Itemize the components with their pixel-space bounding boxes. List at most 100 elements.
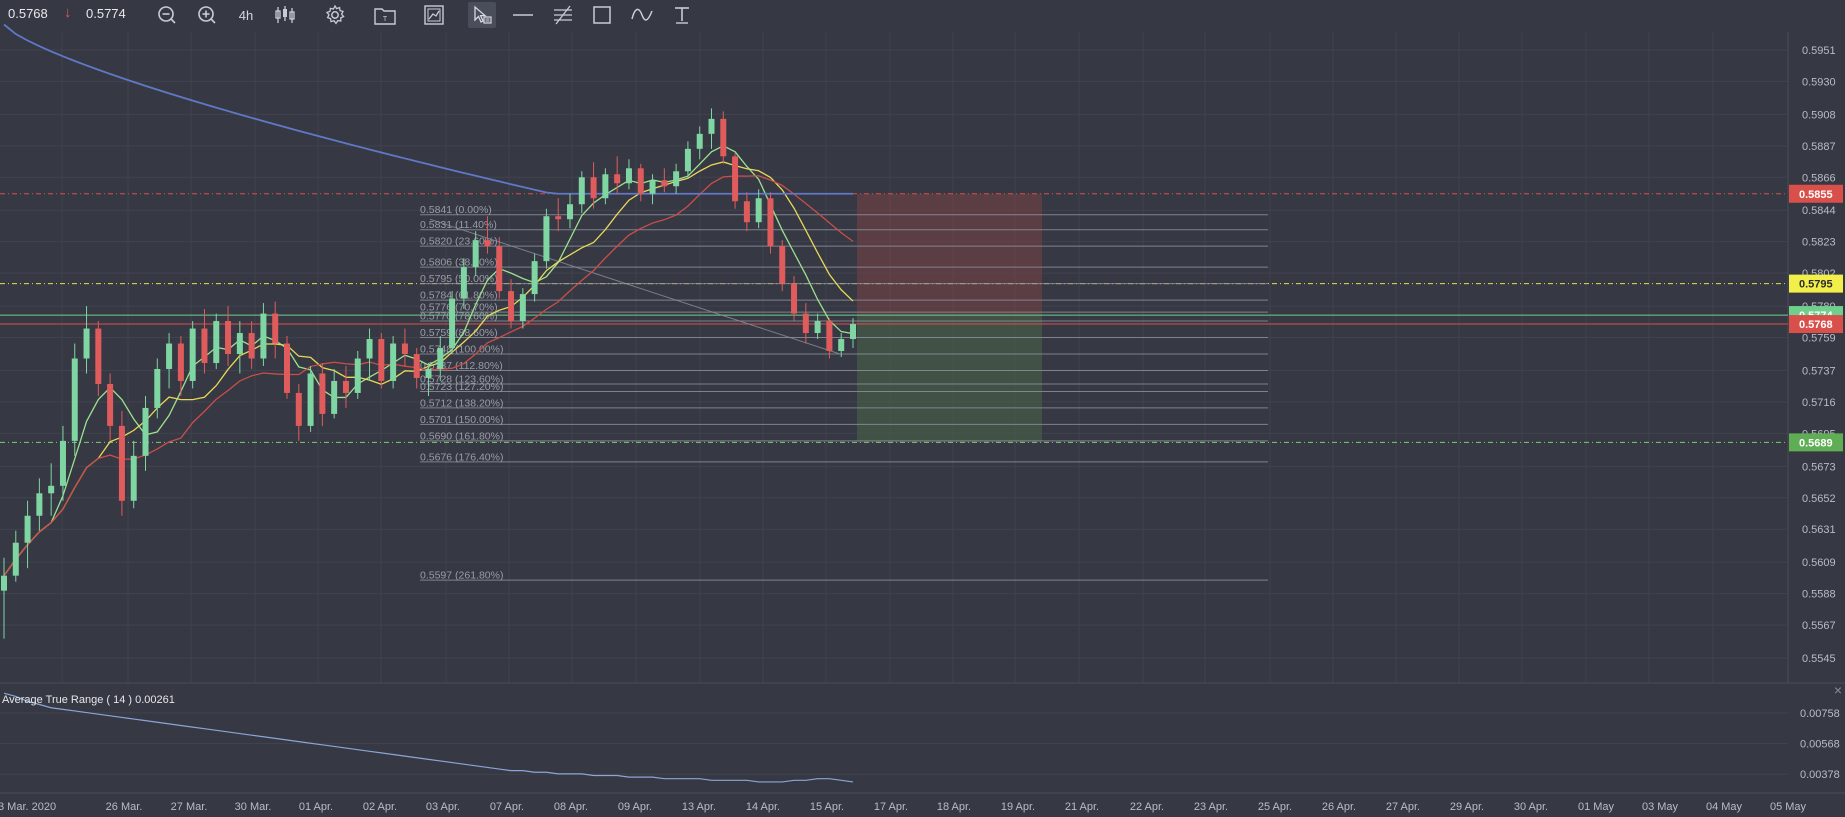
price-tag-bid bbox=[1789, 315, 1843, 334]
candle-body bbox=[567, 204, 573, 220]
candle-body bbox=[460, 267, 467, 299]
indicator-icon bbox=[631, 8, 653, 21]
candlesticks bbox=[1, 108, 856, 639]
time-tick-label: 27 Apr. bbox=[1386, 801, 1420, 813]
candle-body bbox=[791, 283, 798, 314]
trend-channel-button[interactable] bbox=[549, 2, 577, 28]
zoom-in-button[interactable] bbox=[193, 2, 221, 28]
fib-level-label: 0.5701 (150.00%) bbox=[420, 414, 503, 426]
price-tag-label-mid_level: 0.5795 bbox=[1799, 279, 1833, 291]
candle-body bbox=[59, 440, 66, 486]
candle-body bbox=[342, 380, 349, 393]
candle-body bbox=[236, 333, 243, 355]
time-axis: 23 Mar. 2020 26 Mar. 27 Mar. 30 Mar. 01 Apr.… bbox=[0, 801, 1807, 813]
time-tick-label: 01 Apr. bbox=[299, 801, 333, 813]
candle-body bbox=[732, 156, 739, 202]
time-tick-label: 14 Apr. bbox=[746, 801, 780, 813]
time-tick-label: 01 May bbox=[1578, 801, 1615, 813]
price-tick-label: 0.5737 bbox=[1802, 365, 1836, 377]
candle-body bbox=[602, 174, 609, 199]
horizontal-line-icon bbox=[513, 14, 533, 16]
candle-body bbox=[779, 246, 786, 284]
time-tick-label: 23 Mar. 2020 bbox=[0, 801, 56, 813]
candle-body bbox=[826, 321, 833, 352]
price-tick-label: 0.5951 bbox=[1802, 45, 1836, 57]
rectangle-icon bbox=[593, 6, 611, 24]
fib-level-label: 0.5759 (88.60%) bbox=[420, 327, 498, 339]
candle-body bbox=[484, 240, 491, 247]
timeframe-button[interactable]: 4h bbox=[232, 2, 260, 28]
price-tick-label: 0.5673 bbox=[1802, 461, 1836, 473]
zoom-out-button[interactable] bbox=[153, 2, 181, 28]
candle-body bbox=[614, 174, 621, 184]
fib-level-label: 0.5831 (11.40%) bbox=[420, 219, 497, 231]
candle-body bbox=[767, 198, 774, 247]
stop-loss-zone bbox=[857, 193, 1042, 316]
candle-body bbox=[107, 383, 114, 426]
bid-price: 0.5768 bbox=[8, 6, 48, 21]
candle-body bbox=[496, 246, 503, 292]
price-tick-label: 0.5823 bbox=[1802, 237, 1836, 249]
indicator-button[interactable] bbox=[628, 2, 656, 28]
price-tick-label: 0.5588 bbox=[1802, 589, 1836, 601]
template-button[interactable]: T bbox=[371, 2, 399, 28]
time-tick-label: 03 Apr. bbox=[426, 801, 460, 813]
rectangle-button[interactable] bbox=[588, 2, 616, 28]
candle-body bbox=[319, 373, 326, 414]
horizontal-line-button[interactable] bbox=[509, 2, 537, 28]
take-profit-zone bbox=[857, 315, 1042, 443]
fib-level-label: 0.5723 (127.20%) bbox=[420, 381, 503, 393]
price-tag-label-bid: 0.5768 bbox=[1799, 319, 1833, 331]
atr-indicator-label: Average True Range ( 14 ) 0.00261 bbox=[2, 694, 175, 706]
candle-body bbox=[260, 313, 267, 359]
time-tick-label: 03 May bbox=[1642, 801, 1679, 813]
candle-body bbox=[378, 339, 385, 381]
close-panel-icon[interactable]: × bbox=[1834, 682, 1842, 698]
cursor-button[interactable] bbox=[468, 2, 496, 28]
fib-level-label: 0.5841 (0.00%) bbox=[420, 204, 492, 216]
settings-button[interactable] bbox=[321, 2, 349, 28]
candle-body bbox=[720, 118, 727, 157]
candle-body bbox=[814, 321, 821, 334]
candle-body bbox=[508, 291, 515, 322]
price-tick-label: 0.5930 bbox=[1802, 76, 1836, 88]
price-tick-label: 0.5567 bbox=[1802, 620, 1836, 632]
candle-body bbox=[307, 373, 314, 426]
svg-text:T: T bbox=[383, 16, 388, 23]
candle-body bbox=[1, 575, 7, 591]
cursor-icon bbox=[474, 5, 492, 24]
candle-body bbox=[850, 324, 856, 340]
snapshot-icon bbox=[424, 5, 444, 25]
time-tick-label: 25 Apr. bbox=[1258, 801, 1292, 813]
candle-body bbox=[673, 171, 680, 187]
candle-body bbox=[95, 328, 102, 384]
price-tick-label: 0.5887 bbox=[1802, 141, 1836, 153]
candle-body bbox=[390, 343, 397, 381]
time-tick-label: 29 Apr. bbox=[1450, 801, 1484, 813]
time-tick-label: 17 Apr. bbox=[874, 801, 908, 813]
price-tick-label: 0.5545 bbox=[1802, 653, 1836, 665]
candle-body bbox=[12, 542, 19, 576]
candle-body bbox=[36, 493, 43, 516]
candle-body bbox=[248, 333, 255, 359]
candle-body bbox=[142, 407, 149, 456]
candle-body bbox=[425, 368, 432, 378]
candle-type-icon bbox=[275, 6, 295, 23]
fibonacci-levels: 0.5841 (0.00%)0.5831 (11.40%)0.5820 (23.… bbox=[420, 204, 1268, 582]
candle-type-button[interactable] bbox=[271, 2, 299, 28]
fib-level-label: 0.5748 (100.00%) bbox=[420, 344, 503, 356]
horizontal-levels bbox=[0, 193, 1788, 443]
text-tool-button[interactable] bbox=[668, 2, 696, 28]
atr-panel: 0.00758 0.00568 0.00378 bbox=[0, 692, 1845, 794]
candle-body bbox=[802, 313, 809, 334]
candle-body bbox=[684, 148, 691, 172]
candle-body bbox=[284, 343, 290, 393]
candle-body bbox=[201, 328, 208, 363]
snapshot-button[interactable] bbox=[420, 2, 448, 28]
candle-body bbox=[696, 133, 703, 149]
candle-body bbox=[472, 240, 479, 268]
candle-body bbox=[71, 358, 78, 441]
settings-icon bbox=[325, 4, 345, 25]
